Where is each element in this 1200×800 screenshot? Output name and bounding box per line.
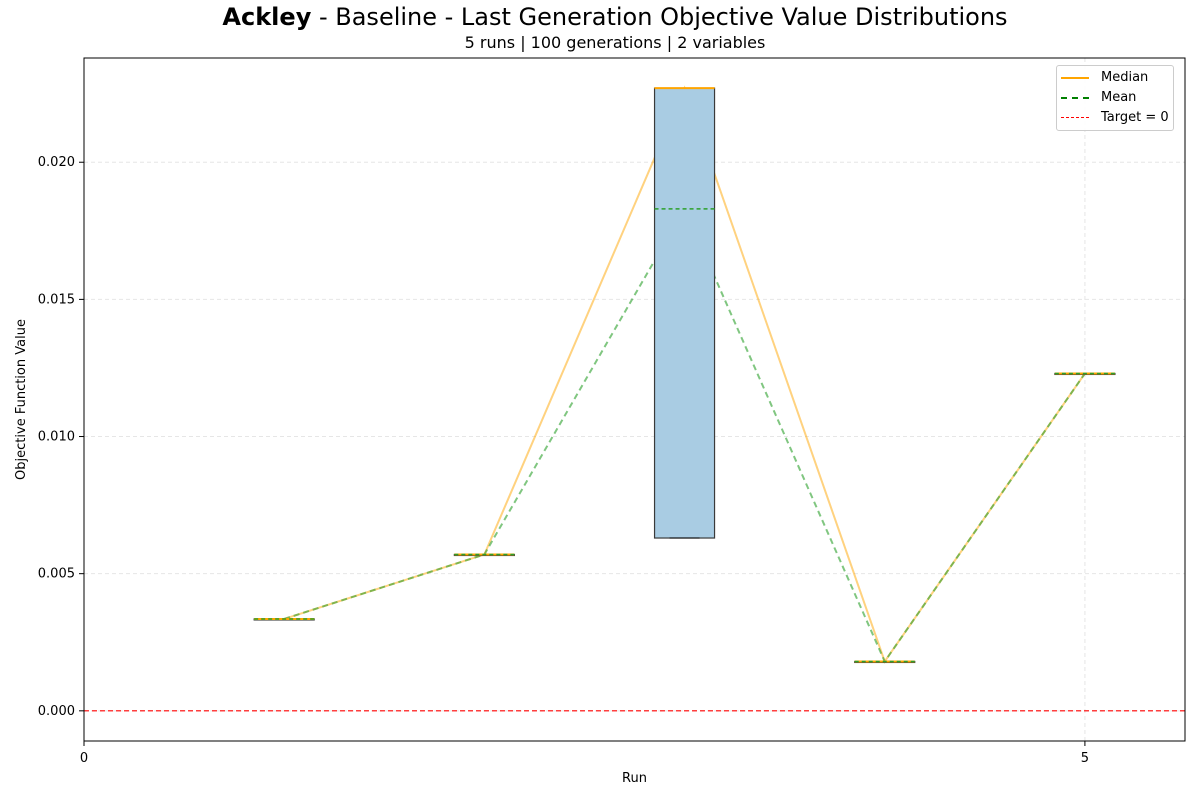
box-glyphs <box>253 87 1116 664</box>
legend-entry-mean: Mean <box>1057 88 1175 108</box>
y-tick-label-1: 0.005 <box>38 567 75 582</box>
legend-label-median: Median <box>1101 70 1149 85</box>
legend-label-mean: Mean <box>1101 90 1137 105</box>
legend-label-target: Target = 0 <box>1101 110 1169 125</box>
y-tick-label-2: 0.010 <box>38 430 75 445</box>
chart-title-bold: Ackley <box>222 3 312 31</box>
y-tick-label-0: 0.000 <box>38 704 75 719</box>
x-axis-label: Run <box>622 771 647 786</box>
plot-frame <box>83 57 1186 742</box>
legend-entry-median: Median <box>1057 68 1175 88</box>
grid-lines <box>83 58 1185 741</box>
y-axis-label: Objective Function Value <box>14 319 29 480</box>
x-tick-label-1: 5 <box>1081 751 1089 766</box>
chart-title-rest: - Baseline - Last Generation Objective V… <box>311 3 1008 31</box>
y-tick-label-3: 0.015 <box>38 292 75 307</box>
legend: Median Mean Target = 0 <box>1056 65 1174 131</box>
legend-entry-target: Target = 0 <box>1057 108 1175 128</box>
x-tick-label-0: 0 <box>80 751 88 766</box>
axes: 0.000 0.005 0.010 0.015 0.020 0 5 Run Objective … <box>14 57 1186 786</box>
chart-subtitle: 5 runs | 100 generations | 2 variables <box>464 33 766 52</box>
box-run-3 <box>653 87 716 539</box>
y-tick-label-4: 0.020 <box>38 155 75 170</box>
chart-title: Ackley - Baseline - Last Generation Obje… <box>0 3 1200 31</box>
legend-swatch-target <box>1061 117 1089 118</box>
legend-swatch-median <box>1061 77 1089 79</box>
legend-swatch-mean <box>1061 97 1089 99</box>
mean-connector-line <box>283 206 1086 664</box>
